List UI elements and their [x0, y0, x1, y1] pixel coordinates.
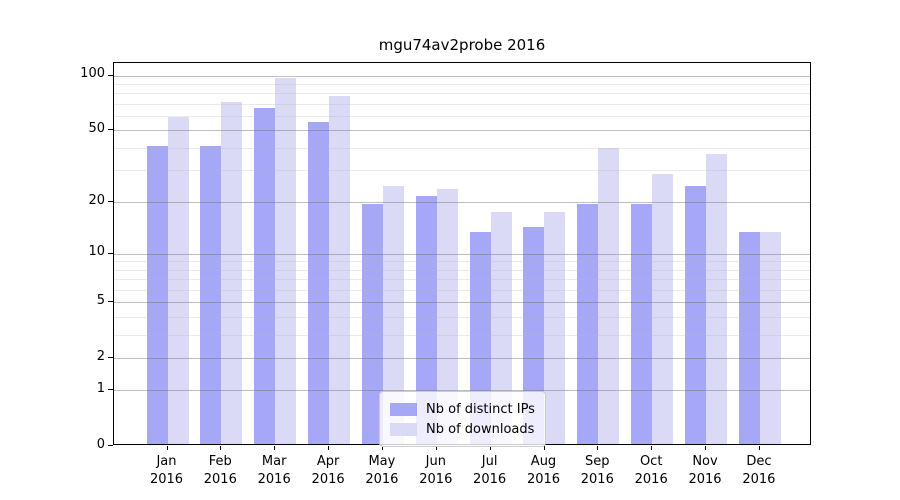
- y-tick-mark: [108, 200, 113, 202]
- x-tick-label-nov: Nov 2016: [688, 454, 722, 487]
- bar-distinct-ips-feb: [200, 145, 222, 444]
- bar-downloads-nov: [706, 154, 727, 444]
- bar-downloads-may: [382, 185, 404, 444]
- legend: Nb of distinct IPs Nb of downloads: [379, 391, 546, 447]
- x-tick-label-jun: Jun 2016: [419, 454, 453, 487]
- bar-downloads-jan: [167, 116, 189, 444]
- bar-distinct-ips-nov: [685, 185, 706, 444]
- minor-gridline: [114, 261, 810, 263]
- y-tick-mark: [108, 74, 113, 76]
- minor-gridline: [114, 116, 810, 117]
- legend-label-distinct-ips: Nb of distinct IPs: [426, 401, 535, 417]
- bar-downloads-dec: [759, 232, 781, 444]
- x-tick-mark: [435, 446, 437, 450]
- bar-distinct-ips-dec: [738, 232, 760, 444]
- minor-gridline: [114, 334, 810, 336]
- bar-distinct-ips-mar: [254, 107, 276, 444]
- plot-area: Nb of distinct IPs Nb of downloads: [113, 62, 811, 447]
- x-tick-mark: [328, 446, 330, 450]
- bar-distinct-ips-sep: [577, 203, 599, 444]
- y-tick-label-0: 0: [96, 437, 105, 452]
- y-tick-mark: [108, 389, 113, 391]
- bar-downloads-jul: [490, 211, 512, 444]
- bar-downloads-sep: [598, 147, 620, 444]
- y-tick-label-20: 20: [88, 192, 105, 208]
- minor-gridline: [114, 83, 810, 85]
- bar-downloads-aug: [544, 211, 566, 444]
- y-tick-mark: [108, 129, 113, 131]
- bar-distinct-ips-may: [361, 203, 383, 444]
- minor-gridline: [114, 93, 810, 95]
- x-tick-mark: [166, 446, 168, 450]
- legend-item-downloads: Nb of downloads: [390, 419, 535, 439]
- major-gridline: [114, 302, 810, 304]
- bar-distinct-ips-apr: [308, 122, 330, 444]
- x-tick-label-dec: Dec 2016: [742, 454, 776, 487]
- chart-title: mgu74av2probe 2016: [378, 36, 546, 54]
- legend-swatch-distinct-ips: [390, 402, 417, 416]
- y-tick-label-10: 10: [88, 244, 105, 260]
- minor-gridline: [114, 103, 810, 105]
- minor-gridline: [114, 279, 810, 281]
- legend-item-distinct-ips: Nb of distinct IPs: [390, 399, 535, 419]
- x-tick-label-apr: Apr 2016: [311, 454, 345, 487]
- major-gridline: [114, 253, 810, 255]
- y-tick-label-5: 5: [96, 293, 105, 309]
- bar-downloads-apr: [329, 96, 351, 444]
- x-tick-mark: [220, 446, 222, 450]
- y-tick-mark: [108, 356, 113, 358]
- bar-downloads-mar: [275, 77, 297, 444]
- x-tick-label-aug: Aug 2016: [526, 454, 561, 487]
- minor-gridline: [114, 316, 810, 318]
- x-tick-label-may: May 2016: [365, 454, 399, 487]
- x-tick-label-jul: Jul 2016: [473, 454, 507, 487]
- x-tick-mark: [758, 446, 760, 450]
- x-tick-mark: [651, 446, 653, 450]
- minor-gridline: [114, 269, 810, 271]
- y-tick-label-2: 2: [96, 348, 105, 364]
- major-gridline: [114, 390, 810, 392]
- x-tick-mark: [705, 446, 706, 450]
- x-tick-mark: [489, 446, 491, 450]
- bar-distinct-ips-jun: [415, 195, 437, 444]
- minor-gridline: [114, 147, 810, 149]
- bar-distinct-ips-aug: [523, 226, 545, 444]
- x-tick-mark: [274, 446, 276, 450]
- y-tick-label-50: 50: [88, 121, 105, 137]
- x-tick-mark: [543, 446, 545, 450]
- major-gridline: [114, 130, 810, 132]
- minor-gridline: [114, 170, 810, 172]
- major-gridline: [114, 357, 810, 359]
- major-gridline: [114, 201, 810, 203]
- bar-distinct-ips-jan: [146, 145, 168, 444]
- bar-downloads-oct: [652, 173, 674, 444]
- bar-downloads-feb: [221, 101, 243, 444]
- x-tick-label-sep: Sep 2016: [580, 454, 614, 487]
- minor-gridline: [114, 289, 810, 291]
- major-gridline: [114, 75, 810, 77]
- y-tick-label-100: 100: [80, 66, 105, 82]
- legend-label-downloads: Nb of downloads: [426, 421, 535, 437]
- bar-distinct-ips-oct: [631, 203, 653, 444]
- x-tick-label-oct: Oct 2016: [634, 454, 668, 487]
- y-tick-mark: [108, 445, 113, 446]
- x-tick-label-feb: Feb 2016: [203, 454, 237, 487]
- x-tick-mark: [381, 446, 383, 450]
- x-tick-label-mar: Mar 2016: [257, 454, 291, 487]
- bar-downloads-jun: [436, 188, 458, 444]
- y-tick-mark: [108, 301, 113, 303]
- x-tick-label-jan: Jan 2016: [149, 454, 184, 487]
- y-tick-label-1: 1: [96, 381, 105, 397]
- x-tick-mark: [597, 446, 599, 450]
- y-tick-mark: [108, 252, 113, 254]
- legend-swatch-downloads: [390, 422, 417, 436]
